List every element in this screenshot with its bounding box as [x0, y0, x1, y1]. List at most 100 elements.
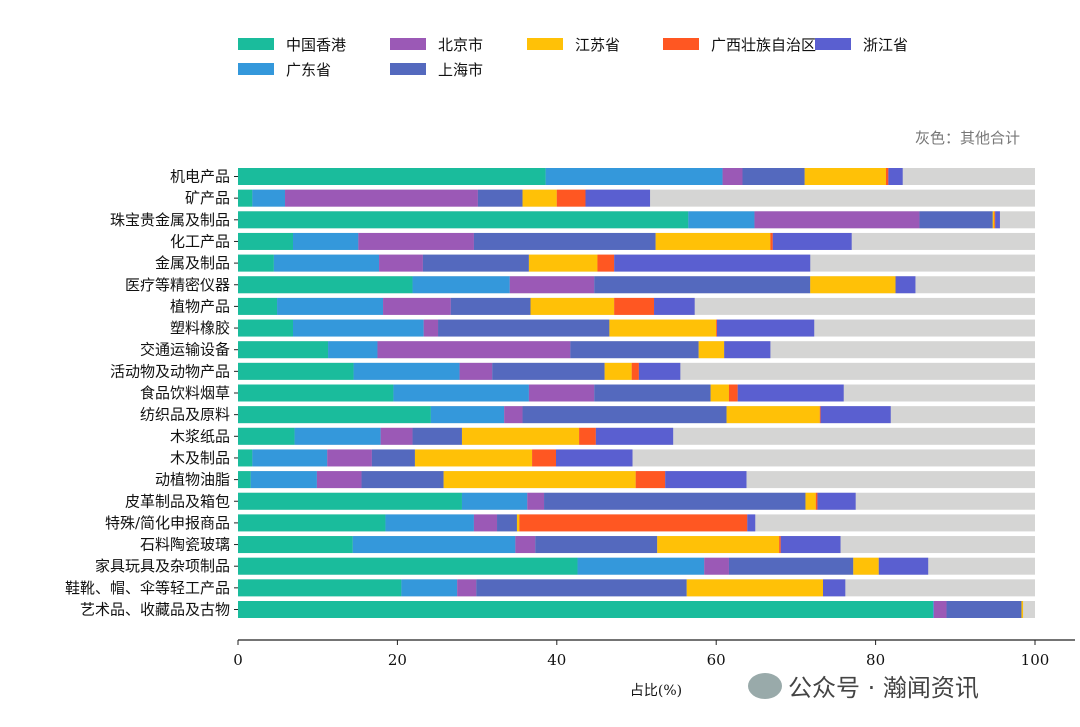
bar-segment — [238, 471, 251, 489]
bar-segment — [238, 232, 293, 250]
bar-segment — [238, 254, 274, 272]
bar-segment — [423, 319, 439, 337]
bar-segment — [688, 211, 755, 229]
bar-segment — [401, 579, 458, 597]
bar-segment — [250, 471, 317, 489]
y-tick-label: 食品饮料烟草 — [140, 384, 230, 402]
bar-segment — [532, 449, 557, 467]
y-tick-label: 木及制品 — [170, 449, 230, 467]
bar-segment — [742, 168, 805, 185]
bar-segment — [888, 168, 903, 185]
y-tick-label: 塑料橡胶 — [170, 319, 230, 337]
bar-segment — [461, 492, 528, 510]
bar-segment — [238, 514, 386, 532]
x-tick-label: 60 — [707, 651, 726, 669]
y-tick-label: 鞋靴、帽、伞等轻工产品 — [65, 579, 230, 597]
bar-segment — [252, 189, 286, 207]
bar-segment — [238, 601, 933, 618]
bar-segment — [609, 319, 717, 337]
bar-segment — [1021, 601, 1024, 618]
bar-segment — [273, 254, 380, 272]
bar-segment — [361, 471, 444, 489]
bar-segment — [654, 297, 695, 315]
legend-label: 上海市 — [438, 61, 483, 79]
bar-segment — [238, 168, 546, 185]
bar-segment — [238, 211, 689, 229]
bar-segment — [686, 579, 823, 597]
bar-segment — [579, 427, 596, 445]
bar-segment — [822, 579, 846, 597]
bar-segment — [412, 276, 510, 294]
y-tick-label: 植物产品 — [170, 297, 230, 315]
bar-segment — [728, 557, 854, 575]
bar-segment — [594, 384, 711, 402]
bar-segment — [614, 297, 655, 315]
bar-segment — [638, 362, 681, 380]
bar-segment — [585, 189, 651, 207]
y-tick-label: 艺术品、收藏品及古物 — [80, 601, 230, 619]
bar-segment — [655, 232, 771, 250]
bar-segment — [726, 406, 820, 424]
bar-segment — [238, 406, 431, 424]
bar-segment — [379, 254, 423, 272]
bar-segment — [473, 232, 656, 250]
bar-segment — [238, 579, 402, 597]
bar-segment — [805, 492, 816, 510]
y-tick-label: 动植物油脂 — [155, 471, 230, 489]
bar-segment — [810, 276, 896, 294]
x-tick-label: 20 — [388, 651, 407, 669]
x-tick-label: 40 — [547, 651, 566, 669]
watermark-text: 公众号 · 瀚闻资讯 — [788, 674, 979, 702]
bar-segment — [728, 384, 738, 402]
legend-swatch — [238, 38, 274, 50]
bar-segment — [722, 168, 743, 185]
y-tick-label: 矿产品 — [185, 189, 230, 207]
bar-segment — [528, 384, 595, 402]
legend-label: 广西壮族自治区 — [711, 36, 816, 54]
bar-segment — [316, 471, 362, 489]
bar-segment — [294, 427, 381, 445]
bar-segment — [614, 254, 811, 272]
bar-segment — [497, 514, 517, 532]
bar-segment — [519, 514, 748, 532]
x-tick-label: 100 — [1021, 651, 1050, 669]
legend-swatch — [527, 38, 563, 50]
bar-segment — [597, 254, 615, 272]
bar-segment — [527, 492, 545, 510]
bar-segment — [352, 536, 516, 554]
bar-segment — [380, 427, 413, 445]
bar-segment — [393, 384, 529, 402]
bar-segment — [459, 362, 493, 380]
bar-segment — [328, 341, 378, 359]
bar-segment — [780, 536, 841, 554]
bar-segment — [804, 168, 886, 185]
bar-segment — [430, 406, 505, 424]
x-axis-label: 占比(%) — [630, 683, 682, 699]
bar-segment — [504, 406, 523, 424]
bar-segment — [594, 276, 811, 294]
legend-swatch — [390, 63, 426, 75]
bar-segment — [515, 536, 536, 554]
y-tick-label: 皮革制品及箱包 — [125, 492, 230, 510]
bar-segment — [353, 362, 460, 380]
bar-segment — [577, 557, 705, 575]
y-tick-label: 纺织品及原料 — [140, 406, 230, 424]
bar-segment — [238, 276, 413, 294]
bar-segment — [631, 362, 639, 380]
bar-segment — [992, 211, 995, 229]
y-tick-label: 特殊/简化申报商品 — [105, 514, 230, 532]
legend-swatch — [390, 38, 426, 50]
bar-segment — [509, 276, 595, 294]
bar-segment — [704, 557, 729, 575]
bar-segment — [238, 362, 354, 380]
bar-segment — [885, 168, 889, 185]
bar-segment — [477, 189, 523, 207]
bar-segment — [238, 297, 278, 315]
bar-segment — [238, 189, 253, 207]
y-tick-label: 金属及制品 — [155, 254, 230, 272]
bar-segment — [473, 514, 498, 532]
bar-segment — [770, 232, 773, 250]
y-tick-label: 石料陶瓷玻璃 — [140, 536, 230, 554]
